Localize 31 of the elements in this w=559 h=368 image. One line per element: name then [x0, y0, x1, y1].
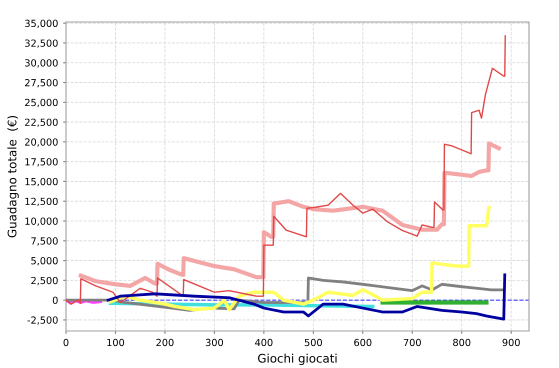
y-tick-label: 27,500 [25, 79, 58, 88]
y-axis-title: Guadagno totale (€) [7, 116, 19, 238]
y-tick-label: 20,000 [25, 138, 58, 147]
y-tick-label: 10,000 [25, 217, 58, 226]
x-axis-title: Giochi giocati [258, 354, 337, 366]
y-tick-label: 17,500 [25, 158, 58, 166]
x-tick-label: 900 [502, 338, 520, 346]
x-tick-label: 600 [354, 338, 372, 346]
y-tick-label: 15,000 [25, 178, 58, 186]
y-tick-label: 5,000 [31, 257, 58, 266]
y-tick-label: 32,500 [25, 39, 58, 48]
line-series [108, 206, 491, 312]
y-tick-label: -2,500 [27, 316, 58, 325]
x-tick-label: 800 [453, 338, 470, 346]
line-series [106, 273, 506, 321]
x-tick-label: 300 [206, 338, 224, 346]
x-tick-label: 100 [107, 338, 124, 346]
y-tick-label: 35,000 [25, 20, 58, 28]
y-tick-label: 22,500 [25, 118, 58, 127]
x-tick-label: 500 [304, 338, 322, 346]
y-tick-label: 30,000 [25, 59, 58, 68]
y-tick-label: 2,500 [31, 276, 58, 286]
x-tick-label: 400 [255, 338, 272, 346]
x-tick-label: 200 [156, 338, 174, 346]
x-tick-label: 0 [64, 338, 68, 346]
y-tick-label: 7,500 [31, 237, 58, 246]
y-tick-label: 12,500 [25, 198, 58, 206]
line-series [66, 35, 506, 305]
y-tick-label: 0 [52, 296, 58, 304]
y-tick-label: 25,000 [25, 98, 58, 108]
x-tick-label: 700 [404, 338, 421, 346]
